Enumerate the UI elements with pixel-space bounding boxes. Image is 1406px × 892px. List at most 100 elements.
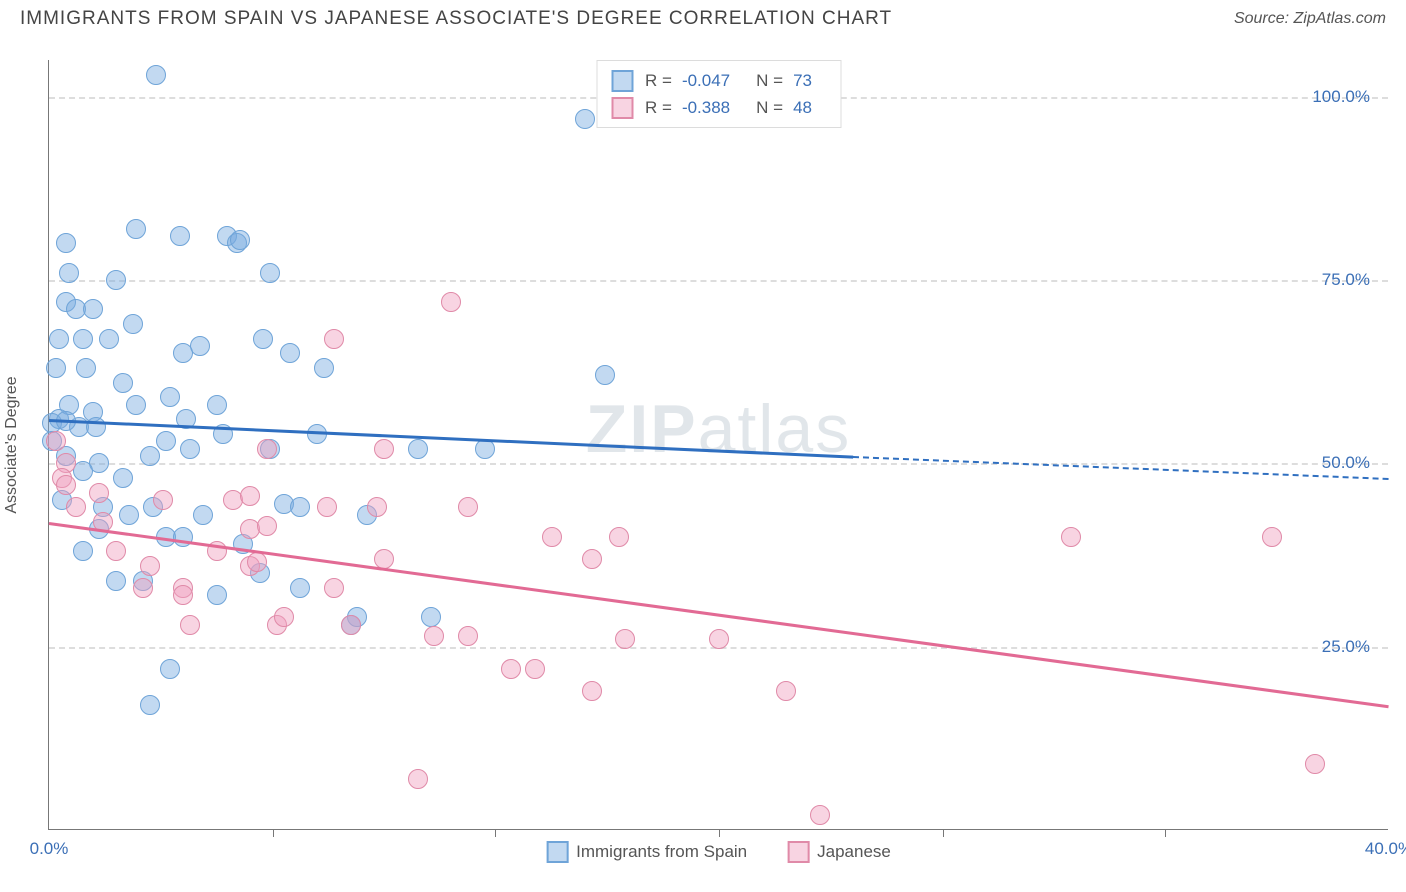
- data-point: [290, 497, 310, 517]
- swatch-spain-icon: [546, 841, 568, 863]
- data-point: [458, 497, 478, 517]
- y-axis-label: Associate's Degree: [3, 376, 21, 513]
- data-point: [609, 527, 629, 547]
- data-point: [156, 431, 176, 451]
- y-tick-label: 50.0%: [1322, 453, 1370, 473]
- chart-container: Associate's Degree ZIPatlas R =-0.047 N …: [48, 50, 1388, 840]
- y-tick-label: 75.0%: [1322, 270, 1370, 290]
- data-point: [73, 541, 93, 561]
- data-point: [257, 516, 277, 536]
- y-tick-label: 25.0%: [1322, 637, 1370, 657]
- chart-title: IMMIGRANTS FROM SPAIN VS JAPANESE ASSOCI…: [20, 8, 892, 30]
- data-point: [99, 329, 119, 349]
- legend-item-japanese: Japanese: [787, 841, 891, 863]
- data-point: [595, 365, 615, 385]
- data-point: [615, 629, 635, 649]
- data-point: [173, 585, 193, 605]
- data-point: [230, 230, 250, 250]
- data-point: [170, 226, 190, 246]
- data-point: [140, 556, 160, 576]
- data-point: [525, 659, 545, 679]
- data-point: [253, 329, 273, 349]
- legend-label-spain: Immigrants from Spain: [576, 842, 747, 862]
- data-point: [408, 769, 428, 789]
- data-point: [140, 695, 160, 715]
- x-tick: [495, 829, 496, 837]
- gridline: [49, 463, 1388, 465]
- data-point: [776, 681, 796, 701]
- data-point: [709, 629, 729, 649]
- r-value-japanese: -0.388: [682, 94, 730, 121]
- data-point: [1262, 527, 1282, 547]
- data-point: [458, 626, 478, 646]
- data-point: [314, 358, 334, 378]
- series-legend: Immigrants from Spain Japanese: [546, 841, 891, 863]
- data-point: [501, 659, 521, 679]
- data-point: [240, 486, 260, 506]
- data-point: [83, 299, 103, 319]
- data-point: [180, 615, 200, 635]
- data-point: [73, 329, 93, 349]
- data-point: [126, 395, 146, 415]
- data-point: [46, 431, 66, 451]
- data-point: [66, 497, 86, 517]
- data-point: [207, 585, 227, 605]
- data-point: [810, 805, 830, 825]
- n-value-spain: 73: [793, 67, 812, 94]
- swatch-japanese-icon: [787, 841, 809, 863]
- x-tick: [1165, 829, 1166, 837]
- data-point: [582, 681, 602, 701]
- data-point: [582, 549, 602, 569]
- legend-row-spain: R =-0.047 N =73: [611, 67, 826, 94]
- data-point: [324, 578, 344, 598]
- swatch-spain: [611, 70, 633, 92]
- data-point: [274, 607, 294, 627]
- data-point: [106, 541, 126, 561]
- data-point: [140, 446, 160, 466]
- r-value-spain: -0.047: [682, 67, 730, 94]
- source-label: Source: ZipAtlas.com: [1234, 10, 1386, 28]
- data-point: [173, 343, 193, 363]
- data-point: [160, 659, 180, 679]
- correlation-legend: R =-0.047 N =73 R =-0.388 N =48: [596, 60, 841, 128]
- data-point: [207, 395, 227, 415]
- data-point: [408, 439, 428, 459]
- data-point: [106, 571, 126, 591]
- x-tick-label: 40.0%: [1365, 839, 1406, 859]
- data-point: [49, 329, 69, 349]
- n-value-japanese: 48: [793, 94, 812, 121]
- data-point: [280, 343, 300, 363]
- data-point: [290, 578, 310, 598]
- data-point: [367, 497, 387, 517]
- legend-label-japanese: Japanese: [817, 842, 891, 862]
- trend-line: [853, 456, 1389, 480]
- data-point: [146, 65, 166, 85]
- plot-area: ZIPatlas R =-0.047 N =73 R =-0.388 N =48…: [48, 60, 1388, 830]
- swatch-japanese: [611, 97, 633, 119]
- trend-line: [49, 522, 1389, 708]
- data-point: [374, 439, 394, 459]
- data-point: [324, 329, 344, 349]
- data-point: [113, 468, 133, 488]
- y-tick-label: 100.0%: [1312, 87, 1370, 107]
- data-point: [76, 358, 96, 378]
- data-point: [421, 607, 441, 627]
- data-point: [542, 527, 562, 547]
- data-point: [575, 109, 595, 129]
- data-point: [59, 263, 79, 283]
- data-point: [126, 219, 146, 239]
- data-point: [424, 626, 444, 646]
- data-point: [180, 439, 200, 459]
- data-point: [193, 505, 213, 525]
- data-point: [247, 552, 267, 572]
- data-point: [89, 483, 109, 503]
- legend-item-spain: Immigrants from Spain: [546, 841, 747, 863]
- x-tick: [943, 829, 944, 837]
- data-point: [341, 615, 361, 635]
- data-point: [374, 549, 394, 569]
- x-tick: [273, 829, 274, 837]
- legend-row-japanese: R =-0.388 N =48: [611, 94, 826, 121]
- data-point: [106, 270, 126, 290]
- data-point: [119, 505, 139, 525]
- x-tick-label: 0.0%: [30, 839, 69, 859]
